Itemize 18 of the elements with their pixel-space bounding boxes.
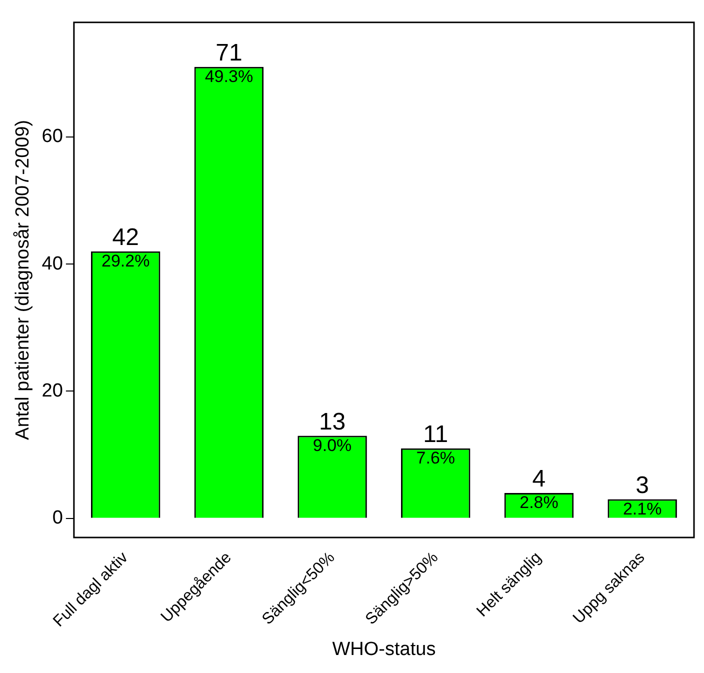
x-axis-title: WHO-status <box>332 638 436 660</box>
annotation: 49.3% <box>204 67 254 86</box>
y-tick-label: 40 <box>42 253 63 274</box>
annotation: 29.2% <box>102 252 150 270</box>
annotation: 9.0% <box>312 436 352 455</box>
annotation: 2.1% <box>622 499 662 518</box>
data-label: 3 <box>636 472 650 499</box>
data-label: 13 <box>318 408 346 436</box>
y-tick-label: 20 <box>42 380 63 402</box>
y-tick-label: 0 <box>52 508 63 529</box>
y-axis-title: Antal patienter (diagnosår 2007-2009) <box>12 120 34 440</box>
data-label: 42 <box>112 224 139 251</box>
y-tick-label: 60 <box>42 126 63 148</box>
data-label: 4 <box>532 466 546 493</box>
annotation: 7.6% <box>416 448 456 468</box>
annotation: 2.8% <box>520 493 558 512</box>
data-label: 11 <box>423 421 448 448</box>
data-label: 71 <box>216 40 242 67</box>
